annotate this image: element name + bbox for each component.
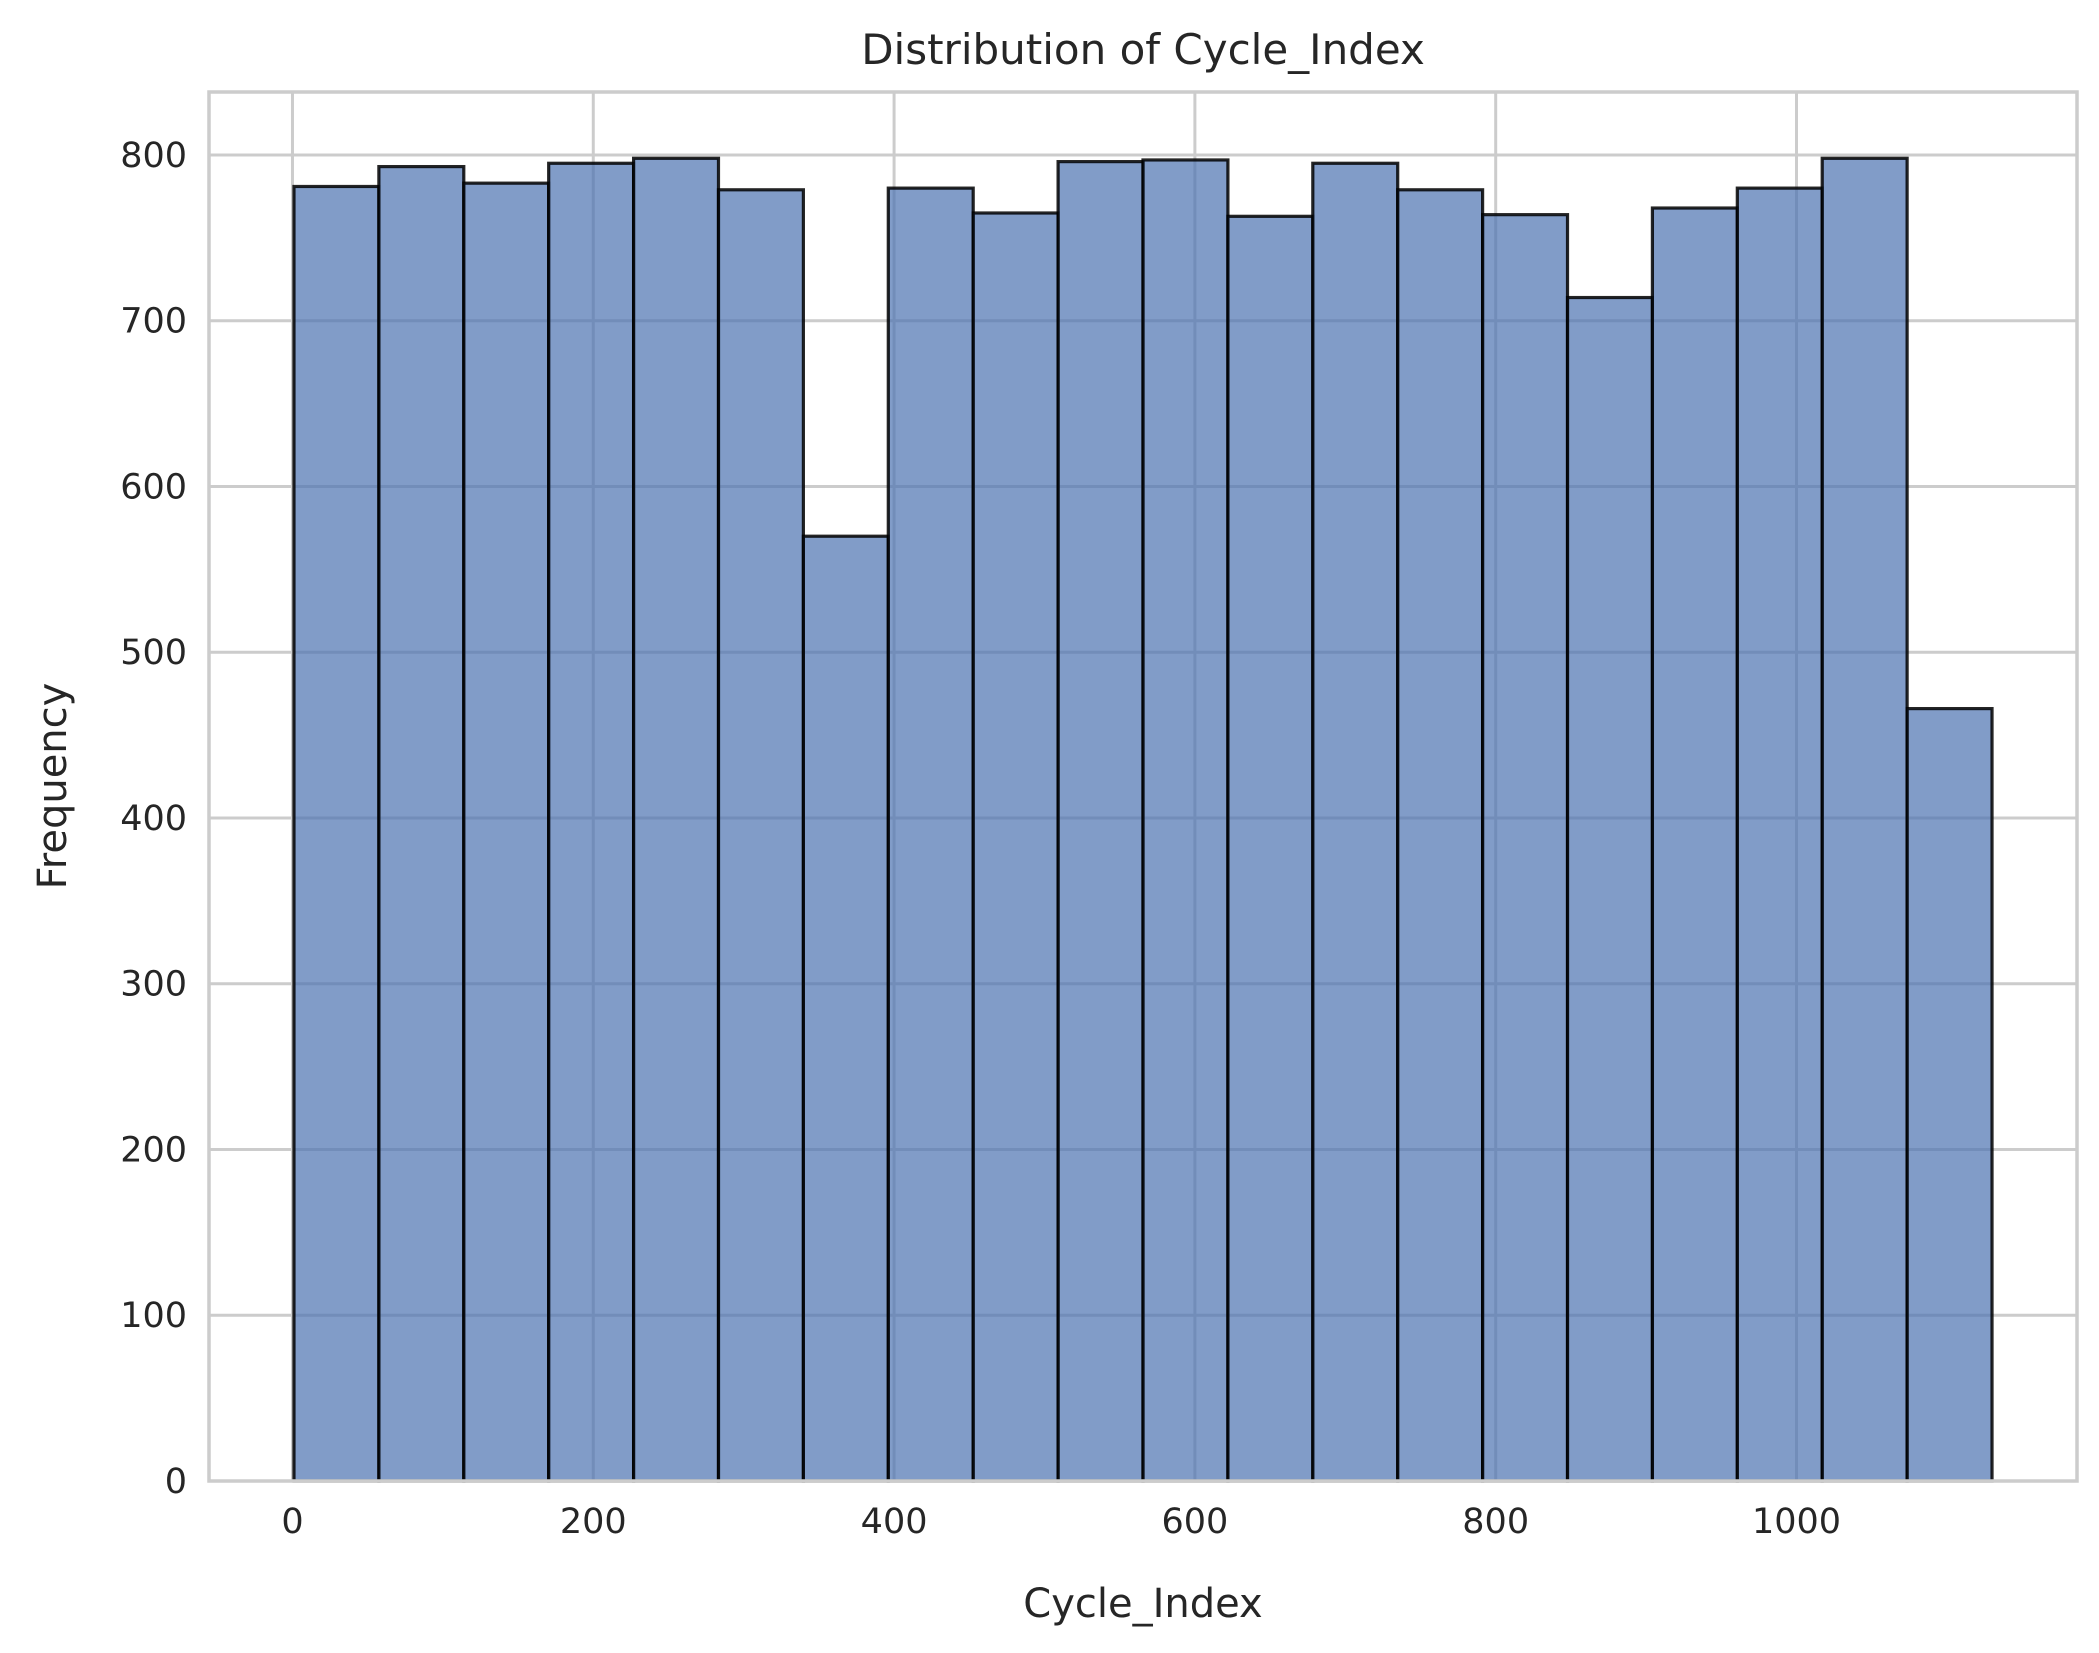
histogram-bar — [547, 161, 636, 1483]
x-axis-ticks: 0 200 400 600 800 1000 — [281, 1502, 1841, 1542]
histogram-bar — [716, 188, 805, 1483]
histogram-bar — [801, 534, 890, 1483]
histogram-bar — [1141, 158, 1230, 1483]
y-tick-label: 300 — [120, 965, 187, 1005]
histogram-bar — [377, 164, 466, 1483]
histogram-bar — [1056, 160, 1145, 1483]
x-tick-label: 0 — [281, 1502, 303, 1542]
y-tick-label: 100 — [120, 1296, 187, 1336]
histogram-bar — [971, 211, 1060, 1483]
x-tick-label: 600 — [1161, 1502, 1228, 1542]
histogram-bar — [1565, 295, 1655, 1483]
y-tick-label: 0 — [165, 1462, 187, 1502]
y-tick-label: 400 — [120, 799, 187, 839]
y-tick-label: 800 — [120, 136, 187, 176]
x-tick-label: 200 — [560, 1502, 627, 1542]
histogram-bar — [1820, 156, 1909, 1483]
y-axis-ticks: 0 100 200 300 400 500 600 700 800 — [120, 136, 187, 1502]
histogram-bar — [886, 186, 975, 1483]
x-axis-label: Cycle_Index — [1023, 1581, 1262, 1627]
histogram-bar — [1396, 188, 1485, 1483]
plot-frame — [207, 90, 2079, 1483]
y-tick-label: 200 — [120, 1130, 187, 1170]
bars — [292, 156, 1994, 1483]
x-tick-label: 400 — [861, 1502, 928, 1542]
histogram-bar — [1481, 213, 1570, 1483]
y-tick-label: 600 — [120, 467, 187, 507]
y-tick-label: 500 — [120, 633, 187, 673]
histogram-bar — [1735, 186, 1824, 1483]
y-tick-label: 700 — [120, 302, 187, 342]
x-tick-label: 1000 — [1752, 1502, 1841, 1542]
histogram-bar — [1311, 161, 1400, 1483]
histogram-bar — [1905, 706, 1994, 1483]
histogram-bar — [292, 184, 381, 1483]
y-axis-label: Frequency — [30, 683, 76, 890]
histogram-bar — [631, 156, 721, 1483]
histogram-bar — [1226, 214, 1315, 1483]
chart-title: Distribution of Cycle_Index — [861, 25, 1425, 74]
histogram-bar — [462, 181, 551, 1483]
x-tick-label: 800 — [1462, 1502, 1529, 1542]
histogram-bar — [1650, 206, 1739, 1483]
